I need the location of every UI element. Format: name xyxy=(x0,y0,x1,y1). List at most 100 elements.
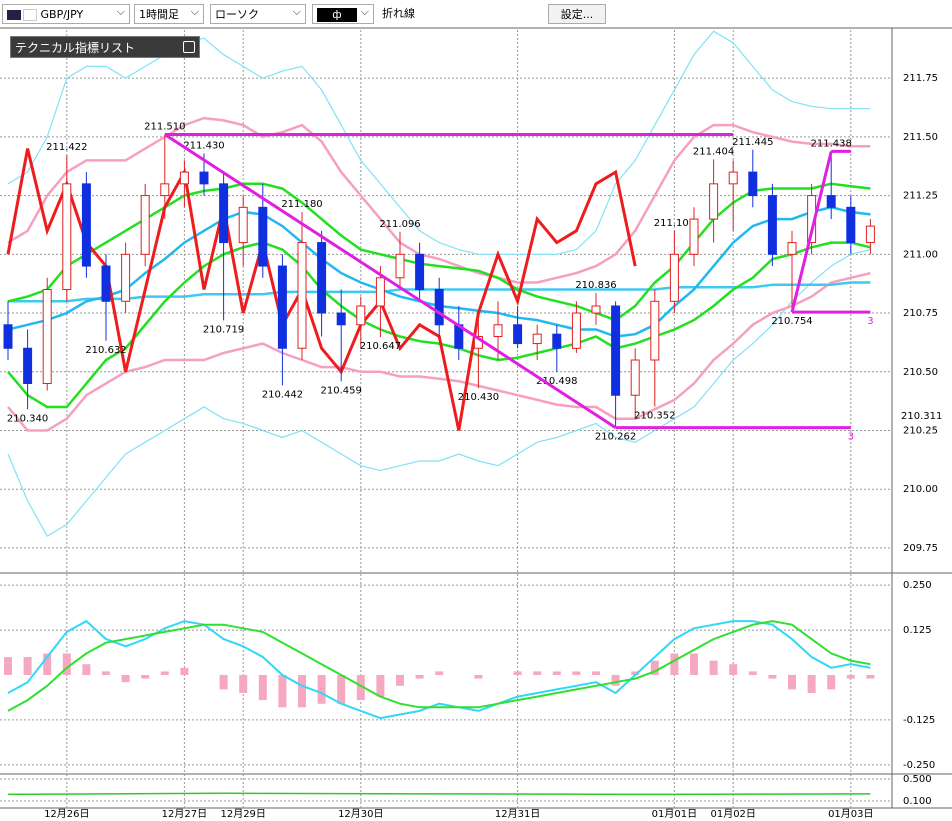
low-label: 210.719 xyxy=(203,324,244,335)
macd-histogram-bar xyxy=(611,675,620,686)
y-tick-label: 210.50 xyxy=(903,367,938,378)
candle-body xyxy=(179,171,189,185)
symbol-select[interactable]: GBP/JPY xyxy=(2,2,130,24)
line-style-text: 折れ線 xyxy=(382,7,415,20)
indicator-line xyxy=(7,182,871,322)
candle-body xyxy=(767,195,777,255)
candle-body xyxy=(689,218,699,255)
macd-histogram-bar xyxy=(846,675,855,679)
candle-body xyxy=(160,183,170,197)
macd-histogram-bar xyxy=(435,671,444,675)
macd-histogram-bar xyxy=(788,675,796,690)
candle-body xyxy=(709,183,719,220)
low-label: 210.632 xyxy=(85,345,126,356)
y-tick-label: 0.100 xyxy=(903,796,932,807)
x-tick-label: 01月02日 xyxy=(710,808,755,820)
high-label: 210.836 xyxy=(575,280,616,291)
candle-body xyxy=(336,312,346,326)
candle-body xyxy=(258,206,268,267)
macd-histogram-bar xyxy=(82,664,91,675)
high-label: 211.438 xyxy=(811,138,852,149)
indicator-line xyxy=(7,271,871,432)
trend-line xyxy=(790,151,833,313)
macd-histogram-bar xyxy=(827,675,836,690)
candle-body xyxy=(277,265,287,349)
line-style-label: 折れ線 xyxy=(378,4,536,24)
macd-histogram-bar xyxy=(670,653,679,675)
timeframe-select[interactable]: 1時間足 xyxy=(134,2,204,24)
candle-body xyxy=(219,183,229,244)
candle-body xyxy=(395,253,405,279)
candle-body xyxy=(3,324,13,349)
timeframe-text: 1時間足 xyxy=(139,8,179,21)
y-tick-label: -0.250 xyxy=(903,760,935,771)
macd-histogram-bar xyxy=(121,675,130,683)
macd-histogram-bar xyxy=(631,671,640,675)
symbol-text: GBP/JPY xyxy=(40,8,84,21)
high-label: 211.422 xyxy=(46,142,87,153)
macd-histogram-bar xyxy=(62,653,71,675)
macd-histogram-bar xyxy=(768,675,777,679)
trend-line-label: 3 xyxy=(867,316,873,327)
y-tick-label: 211.00 xyxy=(903,249,938,260)
low-label: 210.647 xyxy=(360,341,401,352)
candle-body xyxy=(513,324,523,345)
y-tick-label: 0.500 xyxy=(903,774,932,785)
candle-body xyxy=(238,206,248,244)
candle-body xyxy=(62,183,72,291)
macd-histogram-bar xyxy=(748,671,757,675)
y-tick-label: 210.75 xyxy=(903,308,938,319)
candle-body xyxy=(434,289,444,326)
macd-histogram-bar xyxy=(317,675,326,704)
high-label: 211.510 xyxy=(144,122,185,133)
macd-histogram-bar xyxy=(43,653,52,675)
lower-line xyxy=(7,792,871,796)
candle-body xyxy=(317,242,327,314)
macd-histogram-bar xyxy=(807,675,816,693)
x-tick-label: 12月30日 xyxy=(338,808,383,820)
candle-body xyxy=(650,300,660,361)
color-select[interactable]: ф xyxy=(312,2,374,24)
settings-button[interactable]: 設定... xyxy=(548,4,606,24)
candle-body xyxy=(669,253,679,302)
macd-histogram-bar xyxy=(572,671,581,675)
x-tick-label: 12月31日 xyxy=(495,808,540,820)
macd-histogram-bar xyxy=(650,660,659,675)
candle-body xyxy=(552,333,562,349)
high-label: 211.180 xyxy=(281,199,322,210)
y-tick-label: 211.75 xyxy=(903,73,938,84)
macd-histogram-bar xyxy=(690,653,698,675)
macd-histogram-bar xyxy=(592,671,600,675)
macd-histogram-bar xyxy=(513,671,522,675)
candle-body xyxy=(375,277,385,307)
macd-histogram-bar xyxy=(866,675,875,679)
indicator-list[interactable]: テクニカル指標リスト xyxy=(10,36,200,58)
macd-line xyxy=(7,619,871,720)
y-tick-label: 210.25 xyxy=(903,425,938,436)
candle-body xyxy=(23,347,33,385)
x-tick-label: 01月01日 xyxy=(652,808,697,820)
macd-histogram-bar xyxy=(180,667,189,675)
indicator-line xyxy=(7,249,871,538)
x-tick-label: 01月03日 xyxy=(828,808,873,820)
indicator-line xyxy=(7,30,871,255)
indicator-list-text: テクニカル指標リスト xyxy=(15,41,136,55)
candle-body xyxy=(865,225,875,244)
style-select[interactable]: ローソク xyxy=(210,2,306,24)
high-label: 211.445 xyxy=(732,137,773,148)
macd-histogram-bar xyxy=(160,671,169,675)
indicator-line xyxy=(6,148,637,431)
macd-histogram-bar xyxy=(102,671,110,675)
macd-histogram-bar xyxy=(474,675,483,679)
candle-body xyxy=(787,242,797,255)
low-label: 210.430 xyxy=(458,392,499,403)
low-label: 210.498 xyxy=(536,376,577,387)
candle-body xyxy=(415,253,425,291)
candle-body xyxy=(81,183,91,267)
low-label: 210.340 xyxy=(7,413,48,424)
candle-body xyxy=(728,171,738,185)
candle-body xyxy=(846,206,856,244)
candle-body xyxy=(493,324,503,338)
candle-body xyxy=(121,253,131,302)
